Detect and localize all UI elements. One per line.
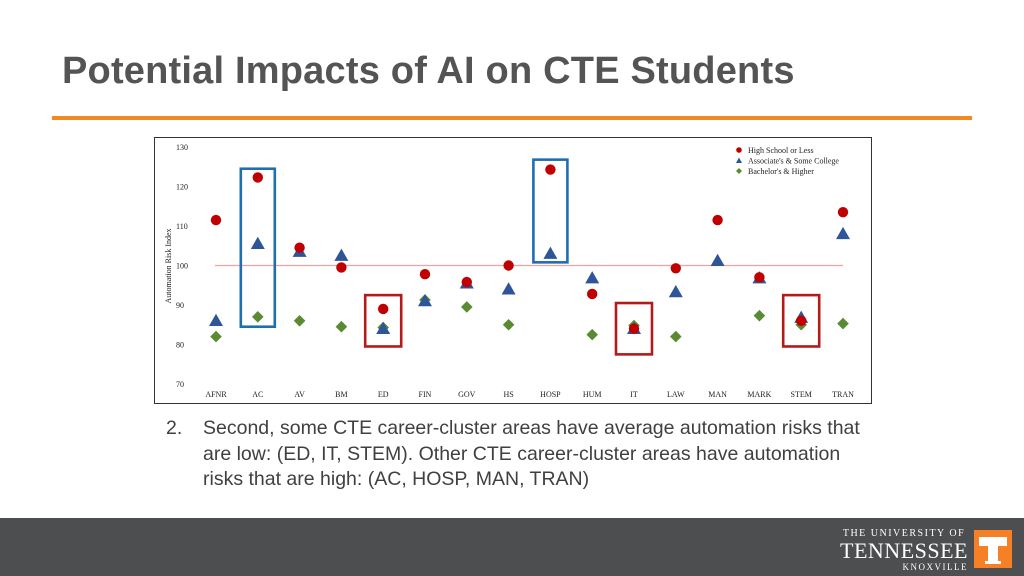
power-t-icon <box>974 530 1012 568</box>
data-point-bachelors <box>461 301 473 313</box>
data-point-bachelors <box>837 317 849 330</box>
legend-marker-triangle <box>736 157 742 163</box>
data-point-associates <box>668 284 683 298</box>
data-point-associates <box>710 253 725 267</box>
y-tick-label: 100 <box>176 262 188 271</box>
data-point-associates <box>543 246 558 259</box>
logo-line2: TENNESSEE <box>840 538 968 563</box>
y-tick-label: 110 <box>176 222 188 231</box>
x-tick-label: MAN <box>708 390 727 399</box>
x-tick-label: AC <box>252 390 263 399</box>
y-tick-label: 70 <box>176 380 184 389</box>
x-tick-label: AFNR <box>205 390 227 399</box>
x-tick-label: MARK <box>747 390 771 399</box>
legend-marker-circle <box>736 147 742 153</box>
data-point-bachelors <box>586 328 598 341</box>
x-tick-label: HS <box>503 390 513 399</box>
data-point-bachelors <box>252 311 264 323</box>
chart-svg: 70 80 90 100 110 120 130 Automation Risk Index A… <box>164 143 854 399</box>
highlight-box-it <box>614 301 654 356</box>
x-tick-label: LAW <box>667 390 685 399</box>
data-point-associates <box>250 236 265 250</box>
x-tick-label: HOSP <box>540 390 561 399</box>
highlight-box-hosp <box>532 158 569 264</box>
highlight-box-ed <box>363 293 403 348</box>
x-tick-label: IT <box>630 390 638 399</box>
data-point-high-school <box>628 323 640 334</box>
data-point-high-school <box>503 260 514 271</box>
y-tick-label: 130 <box>176 143 188 152</box>
legend-marker-diamond <box>736 168 742 174</box>
title-underline <box>52 116 972 120</box>
data-point-bachelors <box>670 330 682 343</box>
x-tick-label: STEM <box>791 390 812 399</box>
data-point-high-school <box>670 263 681 274</box>
data-point-high-school <box>378 303 389 315</box>
data-point-high-school <box>796 315 807 326</box>
data-point-high-school <box>294 242 305 253</box>
x-tick-label: BM <box>335 390 347 399</box>
y-tick-label: 90 <box>176 301 184 310</box>
x-tick-label: GOV <box>458 390 476 399</box>
y-tick-label: 120 <box>176 183 188 192</box>
slide-title: Potential Impacts of AI on CTE Students <box>62 50 795 92</box>
data-point-high-school <box>545 164 556 175</box>
data-point-high-school <box>336 262 347 273</box>
data-point-high-school <box>419 268 431 280</box>
data-point-bachelors <box>753 309 766 322</box>
data-point-high-school <box>837 206 849 218</box>
data-point-bachelors <box>210 330 222 343</box>
y-axis-label: Automation Risk Index <box>164 228 173 303</box>
point-text: Second, some CTE career-cluster areas ha… <box>203 417 860 490</box>
x-tick-label: AV <box>294 390 305 399</box>
data-point-high-school <box>754 272 765 283</box>
data-point-associates <box>334 248 349 261</box>
data-point-bachelors <box>293 315 306 327</box>
data-point-bachelors <box>502 318 515 331</box>
legend-label: Bachelor's & Higher <box>748 167 814 176</box>
data-point-associates <box>585 271 600 284</box>
x-tick-label: FIN <box>419 390 432 399</box>
legend-label: High School or Less <box>748 146 814 155</box>
logo-line3: KNOXVILLE <box>902 562 968 572</box>
data-point-associates <box>209 313 223 327</box>
highlight-box-stem <box>781 293 821 348</box>
data-point-associates <box>836 226 850 240</box>
data-point-high-school <box>461 276 472 288</box>
data-point-high-school <box>587 288 598 300</box>
logo-line1: THE UNIVERSITY OF <box>842 528 966 539</box>
data-point-associates <box>418 294 432 307</box>
data-point-high-school <box>252 172 263 183</box>
point-number: 2. <box>166 417 183 439</box>
automation-risk-chart: 70 80 90 100 110 120 130 Automation Risk Index A… <box>154 137 872 404</box>
legend-label: Associate's & Some College <box>748 157 839 166</box>
university-logo: THE UNIVERSITY OF TENNESSEE KNOXVILLE <box>840 528 968 572</box>
x-tick-label: TRAN <box>832 390 854 399</box>
data-point-high-school <box>712 214 723 226</box>
data-point-associates <box>376 321 391 334</box>
x-tick-label: ED <box>378 390 389 399</box>
data-point-associates <box>501 282 516 295</box>
data-point-bachelors <box>335 320 348 333</box>
x-tick-label: HUM <box>583 390 602 399</box>
y-tick-label: 80 <box>176 341 184 350</box>
highlight-box-ac <box>239 167 277 329</box>
data-point-high-school <box>210 214 222 226</box>
footer-bar <box>0 518 1024 576</box>
